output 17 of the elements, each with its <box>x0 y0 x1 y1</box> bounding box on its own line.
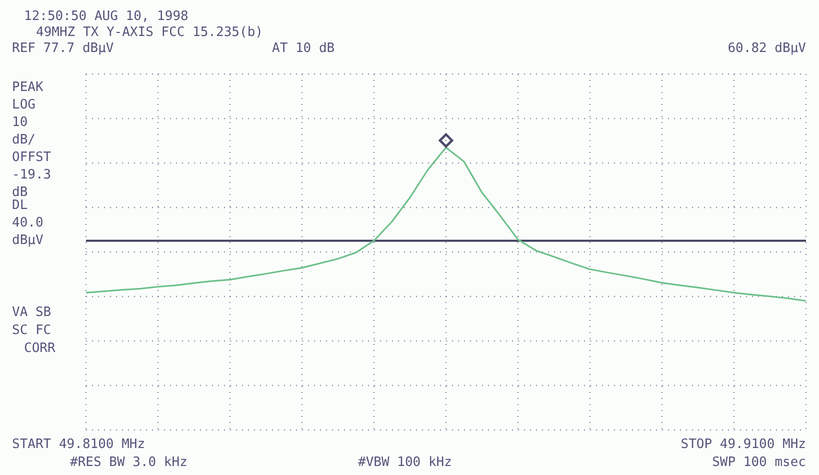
ref-line-label: DL 40.0 dBµV <box>12 198 44 248</box>
text: VA SB <box>12 305 52 320</box>
text: 60.82 dBµV <box>728 41 806 56</box>
text: #VBW 100 kHz <box>358 455 452 470</box>
text: AT 10 dB <box>272 41 335 56</box>
text: REF 77.7 dBµV <box>12 41 114 56</box>
text: OFFST -19.3 dB <box>12 150 52 200</box>
chart-subtitle: 49MHZ TX Y-AXIS FCC 15.235(b) <box>36 25 263 40</box>
text: #RES BW 3.0 kHz <box>70 455 188 470</box>
text: PEAK <box>12 80 44 95</box>
text: SC FC <box>12 323 52 338</box>
text: START 49.8100 MHz <box>12 437 146 452</box>
chart-title: 12:50:50 AUG 10, 1998 <box>24 9 188 24</box>
text: LOG 10 dB/ <box>12 98 36 148</box>
text: SWP 100 msec <box>712 455 806 470</box>
text: CORR <box>24 341 56 356</box>
text: STOP 49.9100 MHz <box>680 437 806 452</box>
